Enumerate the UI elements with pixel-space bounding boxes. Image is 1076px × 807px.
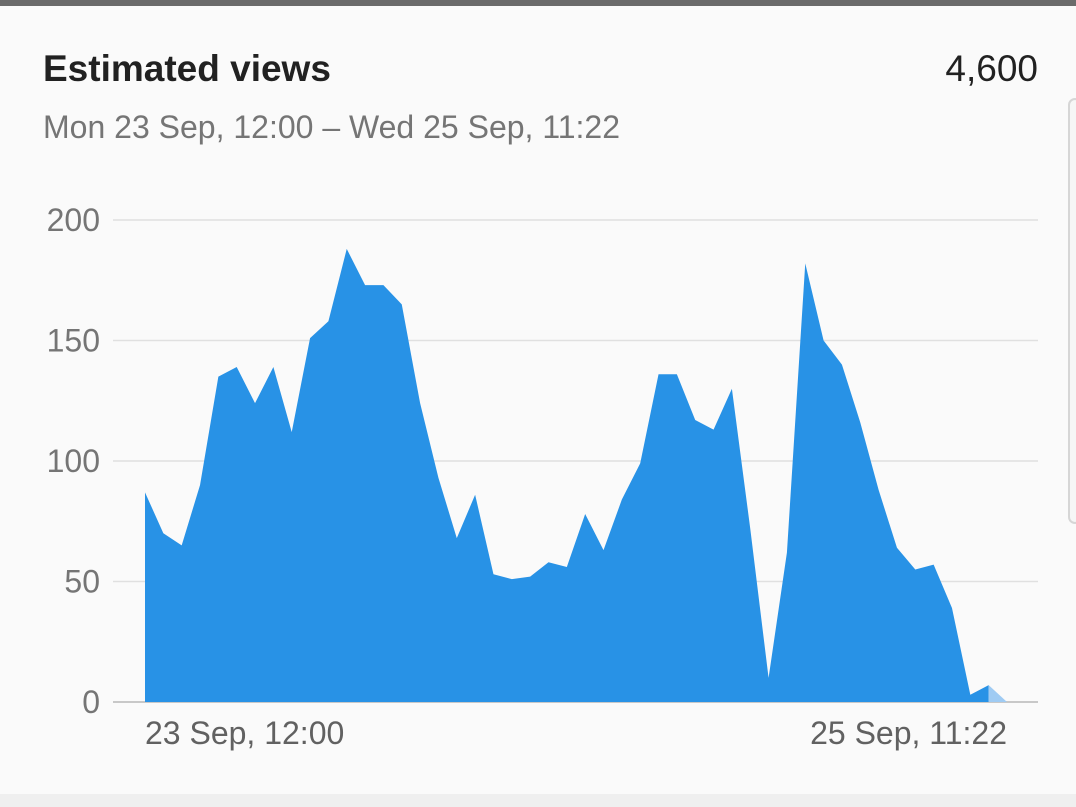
y-tick-label: 150 [47, 323, 100, 359]
data-point [214, 373, 222, 381]
data-point [251, 399, 259, 407]
data-point [434, 474, 442, 482]
data-point [838, 361, 846, 369]
data-point [710, 426, 718, 434]
x-tick-label-start: 23 Sep, 12:00 [145, 715, 344, 751]
total-views: 4,600 [945, 48, 1038, 89]
data-point [856, 418, 864, 426]
partial-period-area [988, 685, 1007, 702]
y-tick-label: 0 [82, 684, 100, 720]
data-point [361, 281, 369, 289]
data-point [966, 691, 974, 699]
data-point [324, 317, 332, 325]
data-point [801, 259, 809, 267]
data-point [233, 363, 241, 371]
bottom-strip [0, 794, 1076, 807]
data-point [948, 604, 956, 612]
data-point [893, 544, 901, 552]
data-point [544, 558, 552, 566]
data-point [875, 486, 883, 494]
y-tick-label: 50 [64, 564, 100, 600]
top-border [0, 0, 1076, 6]
data-point [765, 674, 773, 682]
data-point [618, 496, 626, 504]
y-tick-label: 100 [47, 443, 100, 479]
date-range: Mon 23 Sep, 12:00 – Wed 25 Sep, 11:22 [43, 109, 621, 145]
data-point [783, 549, 791, 557]
data-point [820, 337, 828, 345]
x-tick-label-end: 25 Sep, 11:22 [810, 715, 1007, 751]
data-point [379, 281, 387, 289]
data-point [508, 575, 516, 583]
data-point [453, 534, 461, 542]
data-point [269, 363, 277, 371]
data-point [581, 510, 589, 518]
data-point [911, 565, 919, 573]
card-title: Estimated views [43, 48, 331, 89]
data-point [178, 541, 186, 549]
data-point [288, 428, 296, 436]
data-point [398, 300, 406, 308]
data-point [930, 561, 938, 569]
data-point [655, 370, 663, 378]
data-point [673, 370, 681, 378]
data-point [636, 459, 644, 467]
side-scroll-handle[interactable] [1068, 98, 1076, 524]
data-point [196, 481, 204, 489]
data-point [471, 491, 479, 499]
data-point [343, 245, 351, 253]
data-point [691, 416, 699, 424]
data-point [746, 524, 754, 532]
data-point [141, 488, 149, 496]
data-point [159, 529, 167, 537]
data-point [600, 546, 608, 554]
data-point [306, 334, 314, 342]
y-tick-label: 200 [47, 202, 100, 238]
data-point [1003, 698, 1011, 706]
data-point [985, 681, 993, 689]
data-point [416, 399, 424, 407]
data-point [728, 385, 736, 393]
data-point [526, 573, 534, 581]
data-point [489, 570, 497, 578]
views-area [145, 248, 989, 703]
data-point [563, 563, 571, 571]
